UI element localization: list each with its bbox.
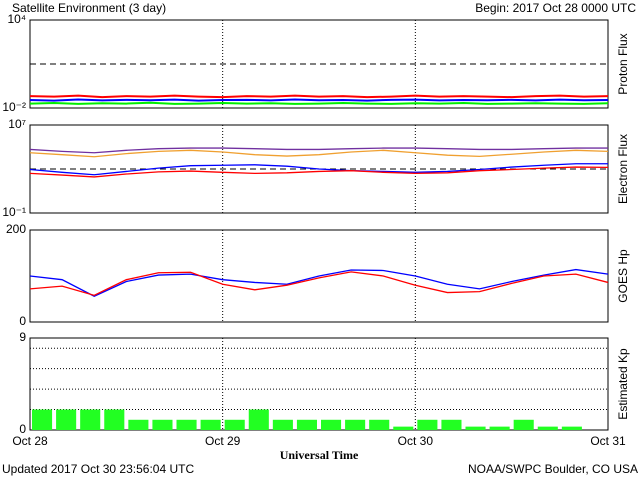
kp-bar [224,419,245,430]
chart-title: Satellite Environment (3 day) [12,1,166,15]
y-tick-label: 10⁻¹ [2,205,26,219]
kp-bar [200,419,221,430]
kp-bar [152,419,173,430]
panel-frame [29,337,609,431]
x-tick-label: Oct 29 [205,434,241,448]
series-line [29,166,609,178]
x-axis-label: Universal Time [280,448,359,462]
kp-bar [80,409,101,430]
kp-bar [369,419,390,430]
series-line [29,163,608,176]
kp-bar [104,409,125,430]
kp-bar [128,419,149,430]
credit: NOAA/SWPC Boulder, CO USA [468,462,638,476]
kp-bar [465,426,486,430]
y-tick-label: 0 [19,422,26,436]
x-tick-label: Oct 30 [398,434,434,448]
kp-bar [489,426,510,430]
y-tick-label: 10⁷ [8,117,26,131]
y-axis-label: Estimated Kp [616,348,630,420]
series-line [29,101,609,105]
kp-bar [296,419,317,430]
y-tick-label: 10⁻² [2,100,26,114]
begin-time: Begin: 2017 Oct 28 0000 UTC [475,1,636,15]
kp-bar [32,409,53,430]
x-tick-label: Oct 31 [590,434,626,448]
kp-bar [248,409,269,430]
kp-bar [176,419,197,430]
kp-bar [537,426,558,430]
series-line [29,94,609,99]
kp-bar [513,419,534,430]
updated-time: Updated 2017 Oct 30 23:56:04 UTC [2,462,194,476]
y-tick-label: 0 [19,314,26,328]
x-tick-label: Oct 28 [12,434,48,448]
kp-bar [272,419,293,430]
kp-bar [441,419,462,430]
kp-bar [345,419,366,430]
kp-bar [321,419,342,430]
y-tick-label: 9 [19,330,26,344]
y-axis-label: GOES Hp [616,249,630,303]
series-line [29,149,609,158]
y-tick-label: 200 [6,222,26,236]
series-line [29,271,609,297]
kp-bar [393,426,414,430]
kp-bar [417,419,438,430]
y-axis-label: Electron Flux [616,134,630,204]
series-line [29,98,609,102]
kp-bar [56,409,77,430]
kp-bar [561,426,582,430]
y-axis-label: Proton Flux [616,33,630,94]
series-line [29,268,609,297]
series-line [29,147,608,154]
y-tick-label: 10⁴ [7,12,26,26]
